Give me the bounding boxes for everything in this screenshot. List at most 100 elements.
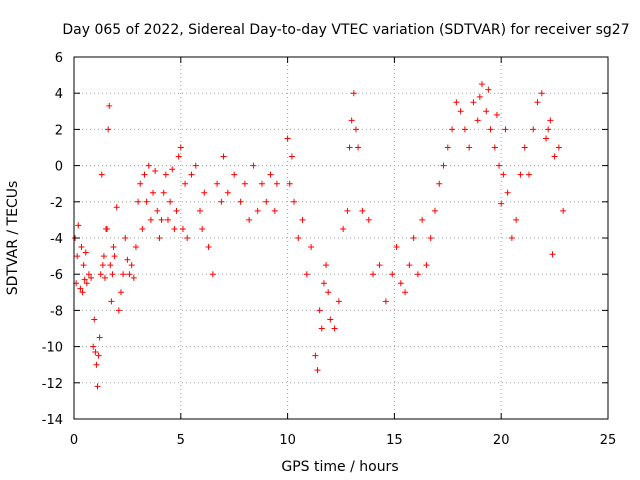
data-point <box>419 216 426 223</box>
data-point <box>115 307 122 314</box>
data-point <box>78 244 85 251</box>
data-point <box>126 271 133 278</box>
data-point <box>325 289 332 296</box>
data-point <box>410 235 417 241</box>
grid-layer <box>74 57 608 419</box>
y-tick-label: -14 <box>42 413 63 428</box>
data-point <box>496 162 503 169</box>
data-point <box>188 171 195 178</box>
data-point <box>491 144 498 151</box>
data-point <box>169 166 176 173</box>
data-point <box>197 207 204 214</box>
data-point <box>436 180 443 187</box>
data-point <box>406 262 413 269</box>
data-point <box>299 216 306 223</box>
data-point <box>444 144 451 151</box>
data-point <box>355 144 362 151</box>
data-point <box>201 189 208 196</box>
data-point <box>453 99 460 106</box>
data-point <box>431 207 438 214</box>
y-axis-label: SDTVAR / TECUs <box>5 181 21 296</box>
data-point <box>224 189 231 196</box>
data-point <box>145 162 152 169</box>
data-point <box>359 207 366 214</box>
data-point <box>382 298 389 305</box>
data-point <box>397 280 404 287</box>
data-point <box>162 171 169 178</box>
data-point <box>365 216 372 223</box>
data-point <box>152 168 159 175</box>
data-point <box>167 198 174 205</box>
x-axis-label: GPS time / hours <box>281 459 398 475</box>
data-point <box>182 180 189 187</box>
data-point <box>93 361 100 368</box>
data-point <box>502 126 509 133</box>
data-point <box>555 144 562 151</box>
data-point <box>164 216 171 223</box>
data-point <box>110 244 117 251</box>
data-point <box>184 235 191 241</box>
data-point <box>132 244 139 251</box>
data-point <box>135 198 142 205</box>
data-point <box>74 253 81 260</box>
y-tick-label: -8 <box>50 304 63 319</box>
data-point <box>521 144 528 151</box>
data-point <box>241 180 248 187</box>
data-point <box>440 162 447 169</box>
data-point <box>192 162 199 169</box>
x-tick-label: 20 <box>493 433 510 448</box>
data-point <box>493 111 500 118</box>
data-point <box>327 316 334 323</box>
data-point <box>318 325 325 332</box>
data-point <box>461 126 468 133</box>
data-point <box>94 383 101 390</box>
data-point <box>82 249 89 256</box>
data-point <box>130 274 137 281</box>
data-point <box>95 352 102 359</box>
data-point <box>100 253 107 260</box>
data-point <box>91 316 98 323</box>
data-point <box>487 126 494 133</box>
data-point <box>108 298 115 305</box>
data-point <box>122 235 129 241</box>
data-point <box>376 262 383 269</box>
data-point <box>141 171 148 178</box>
data-point <box>284 135 291 142</box>
y-tick-label: 2 <box>55 123 63 138</box>
data-point <box>545 126 552 133</box>
data-point <box>457 108 464 115</box>
data-point <box>199 225 206 232</box>
data-point <box>508 235 515 241</box>
y-tick-label: -10 <box>42 341 63 356</box>
data-point <box>128 262 135 269</box>
y-tick-label: -6 <box>50 268 63 283</box>
data-point <box>258 180 265 187</box>
data-point <box>99 262 106 269</box>
data-point <box>117 289 124 296</box>
x-tick-label: 15 <box>386 433 403 448</box>
data-point <box>352 126 359 133</box>
data-point <box>466 144 473 151</box>
y-tick-label: 0 <box>55 160 63 175</box>
data-point <box>348 117 355 124</box>
data-point <box>77 285 84 292</box>
data-point <box>350 90 357 97</box>
data-point <box>109 271 116 278</box>
data-point <box>393 244 400 251</box>
data-point <box>423 262 430 269</box>
data-point <box>104 225 111 232</box>
x-tick-label: 0 <box>70 433 78 448</box>
data-point <box>98 171 105 178</box>
data-point <box>534 99 541 106</box>
data-point <box>137 180 144 187</box>
data-point <box>478 81 485 88</box>
data-point <box>85 271 92 278</box>
data-point <box>105 126 112 133</box>
data-point <box>267 171 274 178</box>
data-point <box>273 180 280 187</box>
y-tick-label: 6 <box>55 51 63 66</box>
data-point <box>218 198 225 205</box>
data-point <box>143 198 150 205</box>
data-point <box>111 253 118 260</box>
data-point <box>335 298 342 305</box>
